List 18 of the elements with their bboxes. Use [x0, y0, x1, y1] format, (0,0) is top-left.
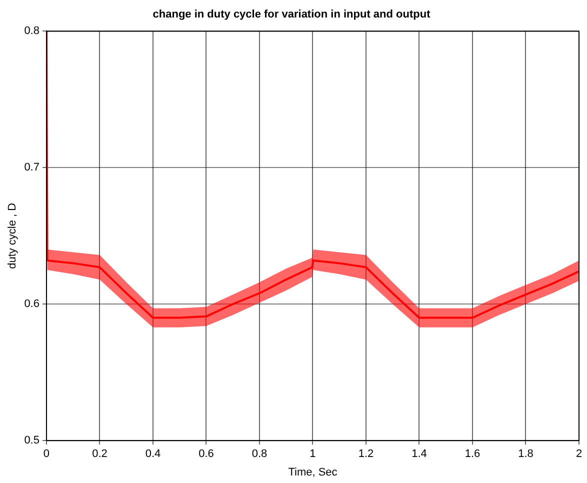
- x-tick-label: 1.4: [412, 448, 427, 460]
- y-tick-label: 0.6: [24, 298, 40, 310]
- x-tick-label: 1.2: [358, 448, 374, 460]
- y-tick-label: 0.8: [24, 25, 40, 38]
- x-tick-label: 0.4: [145, 448, 161, 460]
- x-axis-title: Time, Sec: [288, 466, 338, 478]
- x-tick-label: 1: [310, 448, 316, 460]
- x-tick-label: 2: [576, 448, 582, 460]
- x-tick-label: 0.2: [92, 448, 108, 460]
- x-tick-label: 0: [43, 448, 50, 460]
- x-tick-label: 1.8: [518, 448, 534, 460]
- y-tick-label: 0.7: [24, 162, 40, 174]
- chart-title: change in duty cycle for variation in input and output: [152, 8, 431, 21]
- y-axis-title: duty cycle , D: [6, 202, 19, 269]
- x-tick-label: 0.6: [198, 448, 214, 460]
- x-tick-label: 1.6: [464, 448, 480, 460]
- y-tick-label: 0.5: [24, 434, 40, 447]
- x-tick-label: 0.8: [252, 448, 268, 460]
